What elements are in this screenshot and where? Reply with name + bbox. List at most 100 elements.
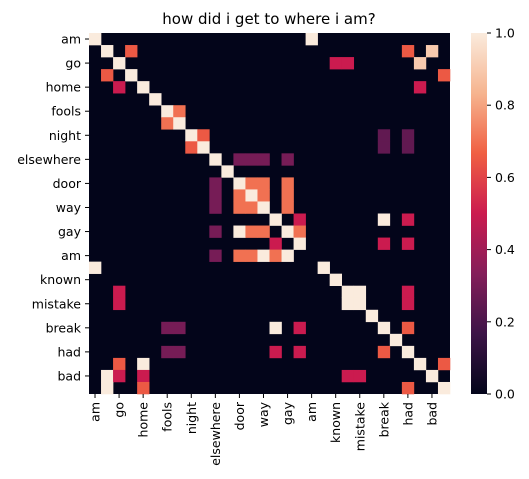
heatmap-cell [413,57,427,70]
heatmap-cell [149,93,162,106]
x-tick-label: had [400,402,415,426]
heatmap-cell [113,81,126,94]
heatmap-cell [161,105,174,118]
heatmap-cell [161,345,174,359]
heatmap-cell [113,357,126,371]
heatmap-cell [185,129,198,142]
x-tick-label: known [328,402,343,443]
heatmap-cell [317,261,330,274]
x-tick-label: home [136,402,151,438]
y-tick-label: am [61,32,81,47]
colorbar-tick-label: 0.4 [495,242,515,257]
colorbar-ticks: 0.0 0.2 0.4 0.6 0.8 1.0 [487,26,515,402]
heatmap-cell [353,297,367,311]
heatmap-cell [365,309,379,323]
heatmap-cell [125,45,138,58]
heatmap-cell [161,117,174,130]
heatmap-cell [257,153,270,166]
heatmap-cell [377,213,391,226]
heatmap-cell [293,237,306,250]
heatmap-cell [341,285,355,299]
heatmap-cell [269,213,282,226]
heatmap-cell [269,321,282,335]
heatmap-cell [101,45,114,58]
heatmap-cell [413,357,427,371]
heatmap-cell [401,297,415,311]
heatmap-cell [257,177,270,190]
x-tick-label: am [304,402,319,422]
heatmap-cell [197,141,210,154]
x-tick-label: go [112,402,127,418]
heatmap-cell [281,249,294,262]
heatmap-cell [377,141,391,154]
heatmap-cell [341,57,355,70]
heatmap-cell [209,201,222,214]
heatmap-cell [293,225,306,238]
heatmap-cell [221,165,234,178]
heatmap-cell [437,381,451,395]
heatmap-cell [233,249,246,262]
x-tick-label: way [256,401,271,427]
y-tick-label: go [65,56,81,71]
heatmap-grid [89,33,451,395]
heatmap-cell [389,333,403,347]
heatmap-cell [413,81,427,94]
heatmap-cell [125,69,138,82]
heatmap-cell [245,177,258,190]
x-axis-ticks: am go home fools night elsewhere door way gay am k… [88,394,439,466]
heatmap-cell [401,129,415,142]
heatmap-cell [281,201,294,214]
heatmap-cell [161,321,174,335]
heatmap-cell [377,237,391,250]
heatmap-cell [233,153,246,166]
y-tick-label: elsewhere [17,152,81,167]
y-tick-label: break [46,320,82,335]
colorbar [471,33,487,394]
colorbar-tick-label: 0.6 [495,170,515,185]
heatmap-cell [137,81,150,94]
heatmap-cell [233,201,246,214]
y-tick-label: home [46,80,82,95]
heatmap-cell [377,129,391,142]
heatmap-cell [425,45,439,58]
heatmap-cell [401,321,415,335]
x-tick-label: night [184,402,199,434]
heatmap-cell [89,33,102,46]
heatmap-cell [197,129,210,142]
heatmap-cell [425,369,439,383]
y-tick-label: gay [58,224,82,239]
heatmap-cell [281,225,294,238]
heatmap-cell [341,369,355,383]
heatmap-cell [185,141,198,154]
heatmap-cell [437,357,451,371]
heatmap-cell [245,201,258,214]
heatmap-cell [233,225,246,238]
heatmap-cell [341,297,355,311]
heatmap-cell [113,285,126,299]
y-tick-label: way [56,200,82,215]
heatmap-cell [245,249,258,262]
heatmap-cell [113,369,126,383]
x-tick-label: gay [280,401,295,425]
heatmap-cell [173,321,186,335]
heatmap-cell [137,357,150,371]
heatmap-cell [209,225,222,238]
colorbar-tick-label: 0.2 [495,314,515,329]
heatmap-cell [209,177,222,190]
heatmap-cell [281,153,294,166]
heatmap-cell [353,369,367,383]
heatmap-cell [113,297,126,311]
x-tick-label: am [88,402,103,422]
heatmap-cell [257,249,270,262]
heatmap-cell [401,141,415,154]
heatmap-cell [377,345,391,359]
heatmap-cell [173,117,186,130]
heatmap-cell [269,249,282,262]
heatmap-cell [233,189,246,202]
heatmap-cell [257,201,270,214]
x-tick-label: door [232,401,247,430]
heatmap-cell [269,237,282,250]
heatmap-cell [101,369,114,383]
colorbar-tick-label: 0.8 [495,98,515,113]
heatmap-cell [437,69,451,82]
